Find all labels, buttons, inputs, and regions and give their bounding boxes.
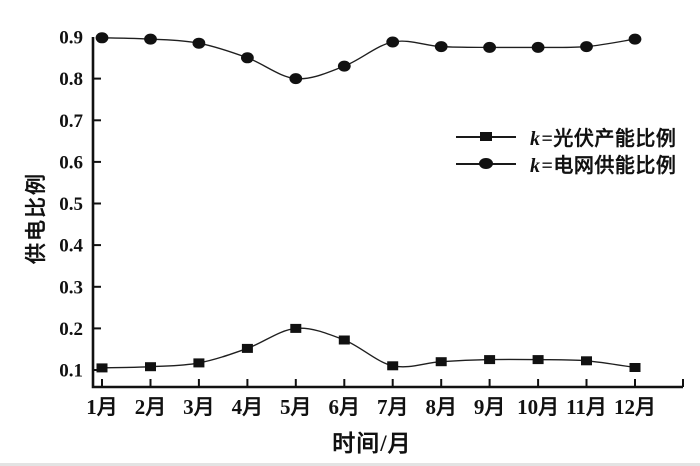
square-data-marker — [435, 357, 447, 367]
circle-data-marker — [386, 36, 400, 48]
square-data-marker — [241, 343, 253, 353]
x-tick-label: 9月 — [474, 395, 506, 419]
circle-marker-icon — [456, 150, 516, 177]
square-data-marker — [338, 335, 350, 345]
y-tick-label: 0.2 — [59, 319, 83, 340]
circle-data-marker — [144, 33, 157, 45]
y-tick-label: 0.3 — [59, 277, 83, 298]
x-tick-label: 2月 — [135, 395, 167, 419]
x-tick-label: 5月 — [280, 395, 312, 419]
square-data-marker — [581, 356, 592, 366]
circle-data-marker — [241, 52, 254, 64]
y-tick-label: 0.4 — [59, 236, 83, 257]
legend-label-pv: k=光伏产能比例 — [530, 122, 676, 151]
square-data-marker — [193, 358, 205, 368]
x-tick-label: 7月 — [377, 395, 409, 419]
x-tick-label: 11月 — [566, 395, 607, 419]
y-tick-label: 0.9 — [59, 28, 83, 49]
square-series-line — [101, 327, 636, 369]
square-data-marker — [96, 363, 108, 373]
legend-text: =光伏产能比例 — [541, 128, 677, 150]
x-tick-label: 4月 — [232, 395, 264, 419]
y-tick-label: 0.6 — [59, 152, 83, 173]
legend-symbol-k: k — [530, 155, 541, 177]
legend-symbol-k: k — [530, 128, 541, 150]
circle-data-marker — [531, 41, 545, 53]
circle-data-marker — [483, 41, 496, 53]
y-tick-label: 0.8 — [59, 69, 83, 90]
circle-data-marker — [580, 41, 593, 53]
x-tick-label: 12月 — [614, 395, 656, 419]
circle-data-marker — [289, 73, 303, 85]
square-data-marker — [532, 355, 544, 365]
circle-data-marker — [337, 60, 351, 72]
circle-data-marker — [434, 41, 448, 53]
x-tick-label: 3月 — [183, 395, 215, 419]
y-axis-title: 供电比例 — [24, 172, 48, 264]
circle-data-marker — [95, 32, 109, 44]
circle-series-line — [101, 37, 636, 80]
legend-text: =电网供能比例 — [541, 155, 677, 177]
legend-item-grid: k=电网供能比例 — [456, 150, 676, 177]
legend: k=光伏产能比例 k=电网供能比例 — [456, 123, 676, 177]
legend-label-grid: k=电网供能比例 — [530, 149, 676, 178]
x-tick-label: 10月 — [517, 395, 559, 419]
x-tick-label: 8月 — [425, 395, 457, 419]
square-marker-icon — [456, 123, 516, 150]
x-tick-label: 6月 — [329, 395, 361, 419]
square-data-marker — [290, 323, 302, 333]
square-data-marker — [629, 363, 641, 372]
y-tick-label: 0.7 — [59, 111, 83, 132]
x-axis-title: 时间/月 — [332, 431, 412, 456]
circle-data-marker — [628, 33, 642, 45]
circle-data-marker — [192, 37, 206, 49]
x-tick-label: 1月 — [86, 395, 118, 419]
y-tick-label: 0.1 — [59, 361, 83, 382]
scan-artifact-strip — [0, 463, 700, 466]
y-tick-label: 0.5 — [59, 194, 83, 215]
square-data-marker — [145, 362, 156, 372]
square-data-marker — [387, 361, 399, 371]
legend-item-pv: k=光伏产能比例 — [456, 123, 676, 150]
axis-lines — [91, 37, 683, 389]
square-data-marker — [484, 355, 496, 365]
